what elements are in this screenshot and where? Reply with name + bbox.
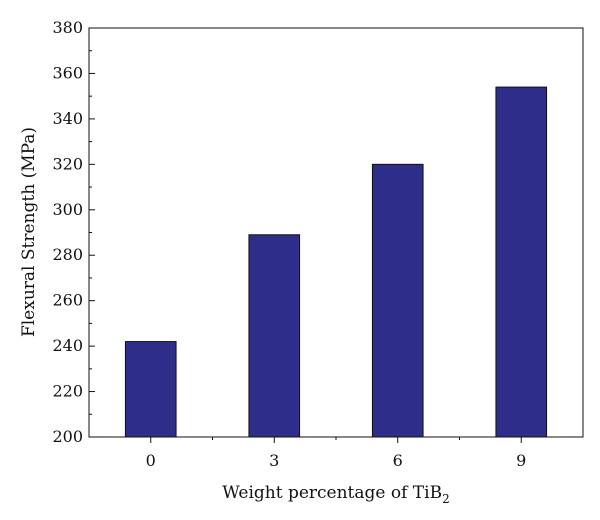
- bars: [124, 86, 548, 438]
- y-tick-label: 220: [52, 382, 83, 401]
- x-tick-label: 3: [269, 451, 279, 470]
- y-tick-label: 300: [52, 200, 83, 219]
- y-tick-label: 240: [52, 336, 83, 355]
- bar-6: [371, 163, 424, 438]
- x-tick-label: 0: [146, 451, 156, 470]
- y-tick-label: 260: [52, 291, 83, 310]
- y-tick-label: 380: [52, 18, 83, 37]
- bar-0: [124, 341, 177, 438]
- y-axis-title: Flexural Strength (MPa): [19, 127, 39, 337]
- y-tick-label: 280: [52, 245, 83, 264]
- y-tick-label: 360: [52, 63, 83, 82]
- x-axis-title-text: Weight percentage of TiB: [222, 483, 442, 503]
- x-axis-title-subscript: 2: [442, 492, 450, 506]
- x-tick-label: 9: [516, 451, 526, 470]
- bar-9: [495, 86, 548, 438]
- x-tick-label: 6: [393, 451, 403, 470]
- y-tick-label: 200: [52, 427, 83, 446]
- x-axis-title: Weight percentage of TiB2: [222, 483, 449, 506]
- y-tick-label: 340: [52, 109, 83, 128]
- y-axis-ticks: 200 220 240 260 280 300 320 340 360 380: [52, 18, 95, 446]
- bar-3: [248, 234, 301, 438]
- x-axis-ticks: 0 3 6 9: [146, 437, 526, 470]
- y-tick-label: 320: [52, 154, 83, 173]
